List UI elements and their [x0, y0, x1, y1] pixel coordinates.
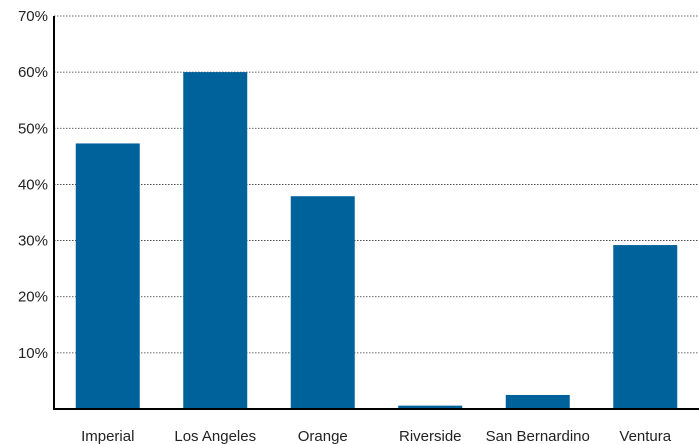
x-category-label: Ventura	[619, 428, 671, 444]
y-tick-label: 30%	[18, 233, 48, 250]
y-tick-label: 20%	[18, 289, 48, 306]
bar-imperial	[75, 143, 140, 410]
x-category-label: Riverside	[399, 428, 462, 444]
bar-riverside	[398, 405, 463, 409]
x-category-label: Imperial	[81, 428, 134, 444]
y-tick-label: 50%	[18, 120, 48, 137]
y-tick-label: 40%	[18, 176, 48, 193]
gridlines	[54, 15, 699, 354]
bar-los-angeles	[183, 72, 248, 410]
x-category-label: Los Angeles	[174, 428, 256, 444]
y-tick-label: 10%	[18, 345, 48, 362]
bar-orange	[290, 196, 355, 409]
bar-san-bernardino	[505, 394, 570, 409]
x-category-label: Orange	[298, 428, 348, 444]
bar-ventura	[613, 245, 678, 409]
y-tick-label: 70%	[18, 8, 48, 25]
y-tick-labels: 10% 20% 30% 40% 50% 60% 70%	[18, 8, 48, 362]
x-category-label: San Bernardino	[486, 428, 590, 444]
y-tick-label: 60%	[18, 64, 48, 81]
x-category-labels: Imperial Los Angeles Orange Riverside San Be…	[81, 428, 672, 444]
bars	[75, 72, 678, 410]
